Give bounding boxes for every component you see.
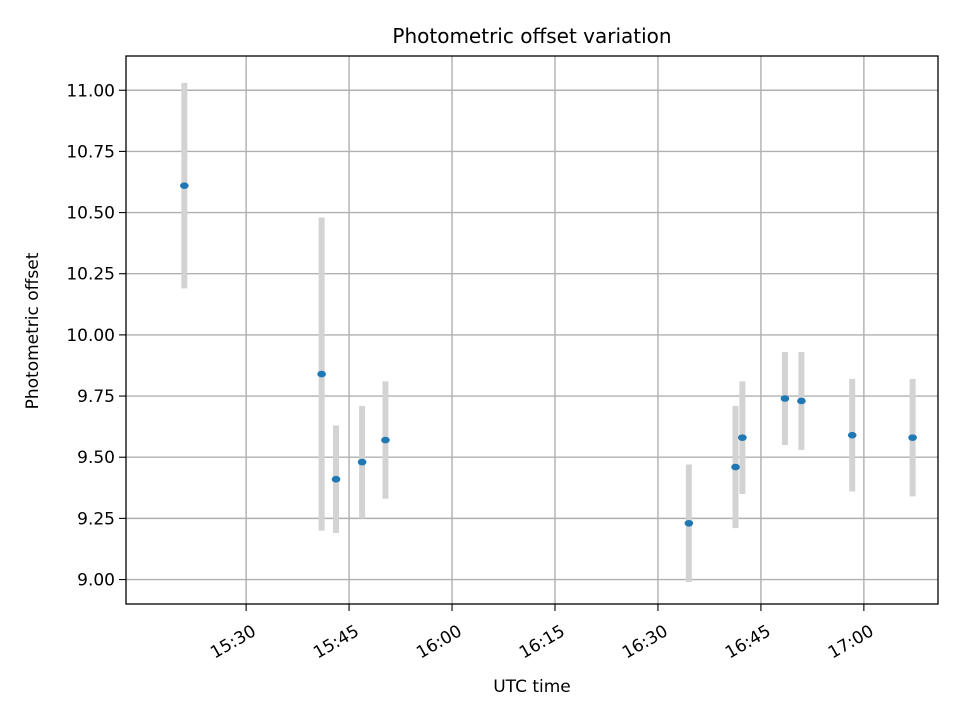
data-points (180, 182, 917, 527)
y-axis: 9.00 9.25 9.50 9.75 10.00 10.25 10.50 10.75 11.0… (66, 81, 126, 591)
data-point (847, 431, 857, 439)
data-point (180, 182, 189, 189)
y-tick-label: 9.25 (77, 509, 115, 529)
data-point (738, 434, 747, 441)
y-tick-label: 10.75 (66, 142, 115, 162)
y-tick-label: 9.75 (77, 387, 115, 407)
chart-title: Photometric offset variation (392, 24, 671, 48)
data-point (357, 458, 367, 466)
data-point (780, 395, 790, 402)
y-tick-label: 9.50 (77, 448, 115, 468)
data-point (381, 436, 390, 444)
y-tick-label: 9.00 (77, 571, 115, 591)
y-tick-label: 11.00 (66, 81, 115, 101)
grid (126, 56, 938, 604)
x-axis-label: UTC time (493, 677, 571, 697)
y-tick-label: 10.25 (66, 265, 115, 285)
y-tick-label: 10.00 (66, 326, 115, 346)
data-point (908, 434, 917, 441)
y-tick-label: 10.50 (66, 204, 115, 224)
data-point (317, 370, 326, 378)
y-axis-label: Photometric offset (23, 252, 43, 409)
plot-frame (125, 55, 939, 605)
data-point (331, 475, 341, 483)
data-point (731, 463, 740, 471)
data-point (684, 519, 694, 527)
data-point (797, 397, 806, 405)
